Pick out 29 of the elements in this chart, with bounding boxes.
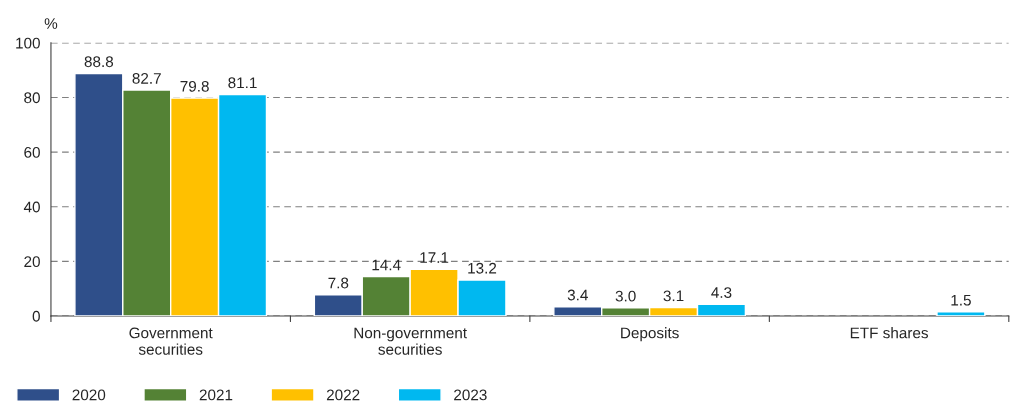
data-label: 79.8 — [180, 80, 209, 92]
data-label: 13.2 — [468, 262, 497, 274]
data-label: 1.5 — [951, 294, 971, 306]
legend-label: 2023 — [454, 389, 487, 401]
data-label: 4.3 — [711, 287, 732, 298]
data-label: 7.8 — [328, 277, 349, 289]
y-axis-title: % — [44, 18, 58, 29]
bar — [936, 311, 986, 316]
legend-label: 2020 — [72, 389, 106, 401]
x-tick-label: Government securities — [129, 327, 213, 355]
y-tick-label: 60 — [24, 146, 40, 158]
x-tick-label: Deposits — [621, 327, 679, 342]
data-label: 88.8 — [84, 56, 114, 68]
x-tick-label: Non-government securities — [354, 327, 467, 355]
y-tick-label: 80 — [24, 92, 40, 104]
y-tick-label: 20 — [24, 256, 40, 268]
data-label: 3.0 — [615, 290, 636, 302]
data-label: 82.7 — [132, 72, 161, 84]
data-label: 14.4 — [372, 259, 401, 271]
y-tick-label: 100 — [16, 37, 40, 49]
y-tick-label: 0 — [32, 310, 40, 322]
legend-label: 2021 — [199, 389, 233, 401]
y-tick-label: 40 — [23, 201, 40, 213]
legend-label: 2022 — [326, 389, 360, 401]
data-label: 81.1 — [228, 77, 257, 89]
data-label: 3.1 — [663, 290, 684, 302]
x-tick-label: ETF shares — [850, 327, 929, 339]
data-label: 17.1 — [420, 252, 449, 263]
data-label: 3.4 — [567, 289, 588, 301]
